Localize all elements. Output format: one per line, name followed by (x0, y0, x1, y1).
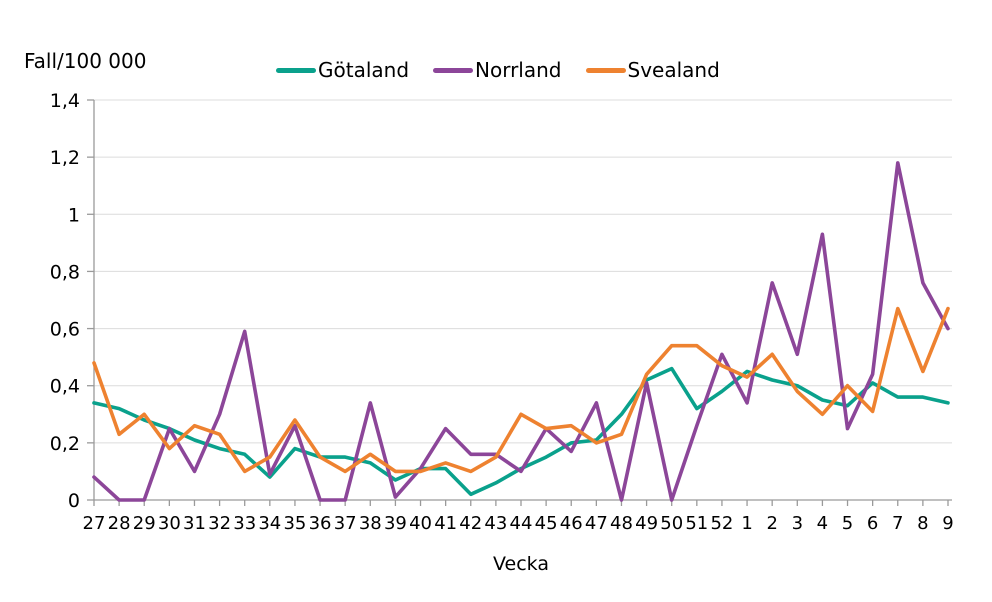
legend-label-svealand: Svealand (627, 58, 720, 82)
legend-item-norrland: Norrland (433, 58, 562, 82)
x-tick-label: 4 (817, 513, 828, 534)
line-gtaland (92, 366, 950, 497)
x-tick-label: 52 (710, 513, 733, 534)
legend-swatch-svealand-line (585, 67, 626, 73)
x-tick-label: 3 (792, 513, 803, 534)
x-tick-label: 46 (560, 513, 583, 534)
y-tick-label: 1,2 (50, 147, 80, 169)
x-axis-title: Vecka (493, 553, 549, 575)
legend-swatch-gotaland-line (276, 67, 316, 73)
x-tick-label: 31 (183, 513, 206, 534)
y-tick-label: 0,2 (50, 433, 80, 455)
legend-swatch-norrland-line (433, 67, 474, 73)
line-norrland (92, 161, 950, 502)
x-tick-label: 1 (741, 513, 752, 534)
x-tick-label: 36 (309, 513, 332, 534)
legend-label-gotaland: Götaland (318, 58, 410, 82)
x-tick-label: 50 (660, 513, 683, 534)
legend-item-gotaland: Götaland (276, 58, 409, 82)
x-tick-label: 43 (484, 513, 507, 534)
x-tick-label: 49 (635, 513, 658, 534)
x-tick-label: 48 (610, 513, 633, 534)
legend-label-norrland: Norrland (475, 58, 562, 82)
x-tick-label: 37 (334, 513, 357, 534)
x-tick-label: 39 (384, 513, 407, 534)
x-tick-label: 27 (83, 513, 106, 534)
y-tick-label: 0 (68, 490, 80, 512)
x-tick-label: 33 (233, 513, 256, 534)
x-tick-label: 42 (459, 513, 482, 534)
line-svealand (92, 306, 950, 474)
x-tick-label: 51 (685, 513, 708, 534)
x-tick-label: 38 (359, 513, 382, 534)
y-tick-label: 1,4 (50, 90, 80, 112)
y-tick-label: 0,4 (50, 376, 80, 398)
x-tick-label: 5 (842, 513, 853, 534)
x-tick-label: 29 (133, 513, 156, 534)
x-tick-label: 2 (766, 513, 777, 534)
x-tick-label: 45 (535, 513, 558, 534)
x-tick-label: 35 (283, 513, 306, 534)
x-tick-label: 6 (867, 513, 878, 534)
x-tick-label: 47 (585, 513, 608, 534)
x-tick-label: 34 (258, 513, 281, 534)
x-tick-label: 7 (892, 513, 903, 534)
x-tick-label: 30 (158, 513, 181, 534)
y-tick-label: 0,6 (50, 319, 80, 341)
y-tick-label: 0,8 (50, 261, 80, 283)
x-tick-label: 40 (409, 513, 432, 534)
x-tick-label: 44 (510, 513, 533, 534)
x-tick-label: 41 (434, 513, 457, 534)
x-tick-label: 32 (208, 513, 231, 534)
legend-item-svealand: Svealand (585, 58, 720, 82)
x-tick-label: 9 (942, 513, 953, 534)
y-axis-unit-title: Fall/100 000 (24, 49, 147, 73)
x-tick-label: 8 (917, 513, 928, 534)
legend: Götaland Norrland Svealand (276, 58, 720, 82)
y-tick-label: 1 (68, 204, 80, 226)
x-tick-label: 28 (108, 513, 131, 534)
